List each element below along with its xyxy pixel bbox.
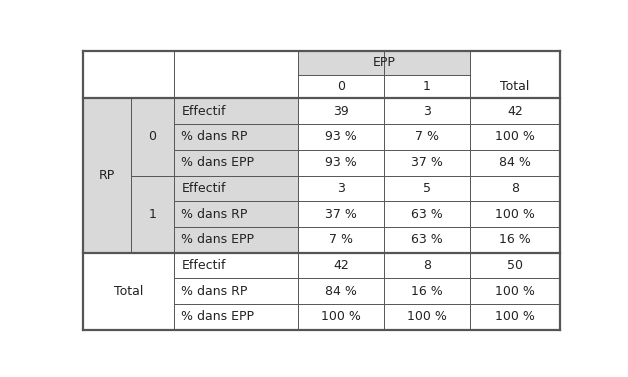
Text: 3: 3 bbox=[423, 105, 431, 118]
Bar bbox=[298, 75, 560, 98]
Text: 0: 0 bbox=[149, 130, 156, 144]
Text: 100 %: 100 % bbox=[495, 310, 535, 323]
Text: 42: 42 bbox=[333, 259, 349, 272]
Text: % dans EPP: % dans EPP bbox=[181, 156, 254, 169]
Text: 3: 3 bbox=[337, 182, 345, 195]
Text: % dans EPP: % dans EPP bbox=[181, 310, 254, 323]
Text: 7 %: 7 % bbox=[414, 130, 439, 144]
Text: 1: 1 bbox=[149, 208, 156, 221]
Text: % dans EPP: % dans EPP bbox=[181, 233, 254, 246]
Text: Total: Total bbox=[501, 80, 529, 93]
Bar bbox=[84, 201, 298, 227]
Bar bbox=[84, 98, 298, 124]
Bar bbox=[298, 253, 560, 278]
Text: Effectif: Effectif bbox=[181, 105, 226, 118]
Text: % dans RP: % dans RP bbox=[181, 130, 247, 144]
Text: 100 %: 100 % bbox=[321, 310, 361, 323]
Bar bbox=[84, 253, 298, 278]
Text: 5: 5 bbox=[423, 182, 431, 195]
Text: 1: 1 bbox=[423, 80, 431, 93]
Text: RP: RP bbox=[99, 169, 116, 182]
Text: Effectif: Effectif bbox=[181, 259, 226, 272]
Text: 8: 8 bbox=[511, 182, 519, 195]
Text: 16 %: 16 % bbox=[411, 285, 443, 298]
Text: 93 %: 93 % bbox=[325, 156, 357, 169]
Bar bbox=[84, 124, 298, 150]
Text: 16 %: 16 % bbox=[499, 233, 531, 246]
Text: Total: Total bbox=[114, 285, 143, 298]
Text: 100 %: 100 % bbox=[407, 310, 447, 323]
Bar bbox=[298, 304, 560, 330]
Text: EPP: EPP bbox=[372, 57, 395, 69]
Text: 63 %: 63 % bbox=[411, 233, 443, 246]
Text: 39: 39 bbox=[333, 105, 349, 118]
Bar bbox=[298, 51, 470, 75]
Text: 50: 50 bbox=[507, 259, 523, 272]
Bar bbox=[84, 227, 298, 253]
Bar bbox=[298, 278, 560, 304]
Bar bbox=[298, 201, 560, 227]
Bar bbox=[298, 227, 560, 253]
Text: 7 %: 7 % bbox=[329, 233, 353, 246]
Text: 100 %: 100 % bbox=[495, 285, 535, 298]
Text: 63 %: 63 % bbox=[411, 208, 443, 221]
Bar bbox=[84, 75, 298, 98]
Bar bbox=[298, 98, 560, 124]
Text: 93 %: 93 % bbox=[325, 130, 357, 144]
Bar bbox=[84, 176, 298, 201]
Bar bbox=[470, 51, 560, 75]
Bar bbox=[298, 124, 560, 150]
Text: % dans RP: % dans RP bbox=[181, 208, 247, 221]
Bar bbox=[84, 304, 298, 330]
Text: 8: 8 bbox=[423, 259, 431, 272]
Bar bbox=[84, 51, 298, 75]
Text: 100 %: 100 % bbox=[495, 130, 535, 144]
Text: 0: 0 bbox=[337, 80, 345, 93]
Text: 100 %: 100 % bbox=[495, 208, 535, 221]
Bar bbox=[84, 278, 298, 304]
Text: 37 %: 37 % bbox=[325, 208, 357, 221]
Bar bbox=[298, 150, 560, 176]
Text: 84 %: 84 % bbox=[499, 156, 531, 169]
Text: % dans RP: % dans RP bbox=[181, 285, 247, 298]
Text: Effectif: Effectif bbox=[181, 182, 226, 195]
Text: 37 %: 37 % bbox=[411, 156, 443, 169]
Text: 42: 42 bbox=[507, 105, 523, 118]
Bar bbox=[298, 176, 560, 201]
Bar bbox=[84, 150, 298, 176]
Text: 84 %: 84 % bbox=[325, 285, 357, 298]
